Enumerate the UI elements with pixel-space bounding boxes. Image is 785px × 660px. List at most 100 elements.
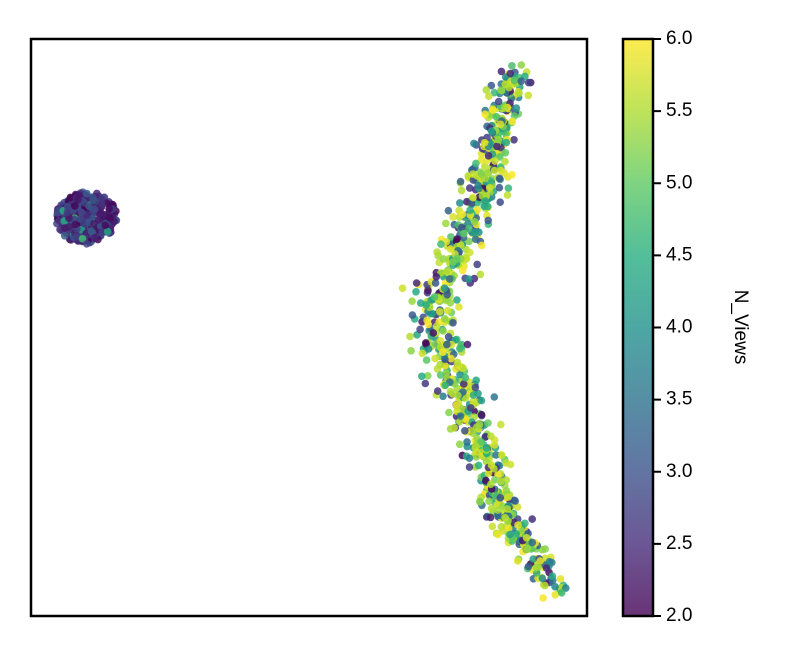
scatter-point [82, 240, 91, 248]
scatter-point [441, 355, 449, 364]
scatter-point [492, 451, 500, 459]
scatter-point [528, 538, 537, 547]
scatter-point [408, 311, 417, 319]
scatter-point [422, 356, 431, 364]
scatter-point [481, 110, 489, 119]
scatter-point [542, 564, 551, 572]
scatter-point [77, 208, 86, 217]
colorbar-tick-label: 5.0 [666, 172, 692, 193]
scatter-point [512, 104, 521, 112]
colorbar-ticks: 2.0 2.5 3.0 3.5 4.0 4.5 5.0 5.5 6.0 [653, 28, 692, 626]
scatter-point [465, 275, 473, 283]
scatter-point [437, 240, 445, 248]
scatter-point [105, 213, 113, 221]
scatter-point [494, 530, 502, 539]
scatter-point [500, 104, 509, 112]
colorbar-tick-label: 2.5 [666, 533, 692, 554]
scatter-point [508, 62, 516, 70]
scatter-point [529, 555, 537, 563]
scatter-point [475, 184, 483, 193]
scatter-point [65, 214, 73, 222]
scatter-point [502, 138, 511, 147]
scatter-point [497, 420, 505, 429]
scatter-point [484, 216, 493, 225]
scatter-point [493, 142, 501, 151]
scatter-point [541, 581, 549, 590]
plot-area [29, 37, 589, 618]
scatter-point [469, 397, 478, 406]
scatter-point [446, 245, 455, 253]
scatter-point [513, 557, 522, 565]
scatter-point [436, 308, 444, 316]
colorbar: 2.0 2.5 3.0 3.5 4.0 4.5 5.0 5.5 6.0 N_Views [621, 28, 751, 626]
scatter-point [482, 444, 491, 452]
scatter-point [496, 494, 505, 502]
scatter-point [477, 169, 486, 178]
scatter-point [548, 572, 557, 580]
scatter-point [484, 469, 493, 478]
scatter-point [430, 293, 439, 301]
scatter-point [458, 266, 467, 275]
scatter-point [454, 391, 462, 400]
scatter-point [465, 184, 474, 192]
scatter-point [461, 394, 470, 402]
scatter-point [85, 202, 93, 210]
scatter-point [467, 199, 476, 208]
scatter-point [476, 498, 484, 506]
scatter-point [440, 314, 449, 323]
scatter-point [416, 325, 424, 334]
scatter-point [440, 284, 449, 293]
scatter-point [503, 191, 512, 199]
scatter-point [465, 463, 474, 471]
scatter-point [488, 522, 497, 531]
scatter-point [497, 67, 506, 76]
scatter-point [485, 184, 494, 192]
scatter-point [446, 387, 455, 396]
data-points [53, 61, 570, 602]
scatter-point [486, 513, 495, 522]
scatter-point [469, 391, 478, 399]
scatter-point [453, 235, 461, 243]
scatter-point [418, 349, 427, 358]
scatter-point [452, 401, 461, 409]
scatter-point [506, 69, 515, 78]
scatter-point [470, 139, 478, 148]
scatter-point [477, 156, 486, 164]
scatter-point [433, 387, 442, 395]
scatter-point [496, 198, 505, 206]
scatter-point [485, 92, 493, 100]
scatter-point [476, 270, 485, 279]
scatter-point [458, 210, 467, 219]
scatter-point [498, 451, 506, 460]
scatter-point [485, 497, 493, 506]
scatter-point [433, 248, 441, 256]
scatter-point [506, 460, 515, 469]
scatter-point [521, 519, 529, 528]
scatter-point [444, 333, 453, 341]
scatter-point [63, 208, 72, 217]
scatter-point [66, 193, 75, 202]
scatter-point [97, 199, 106, 208]
scatter-point [501, 514, 510, 522]
scatter-point [442, 219, 450, 228]
scatter-point [511, 497, 519, 505]
scatter-point [482, 86, 491, 94]
scatter-point [539, 594, 547, 602]
scatter-point [449, 258, 457, 266]
scatter-point [61, 224, 69, 232]
scatter-point [491, 157, 499, 165]
scatter-point [503, 505, 512, 513]
scatter-point [443, 306, 452, 315]
scatter-point [436, 360, 444, 369]
scatter-point [495, 183, 504, 192]
scatter-point [490, 393, 499, 401]
scatter-point [447, 354, 455, 363]
scatter-point [431, 354, 439, 363]
scatter-point [466, 206, 474, 215]
scatter-point [458, 223, 466, 232]
scatter-point [449, 213, 457, 221]
scatter-point [407, 347, 415, 355]
scatter-point [475, 421, 484, 429]
scatter-point [513, 503, 522, 511]
colorbar-tick-label: 3.0 [666, 461, 692, 482]
